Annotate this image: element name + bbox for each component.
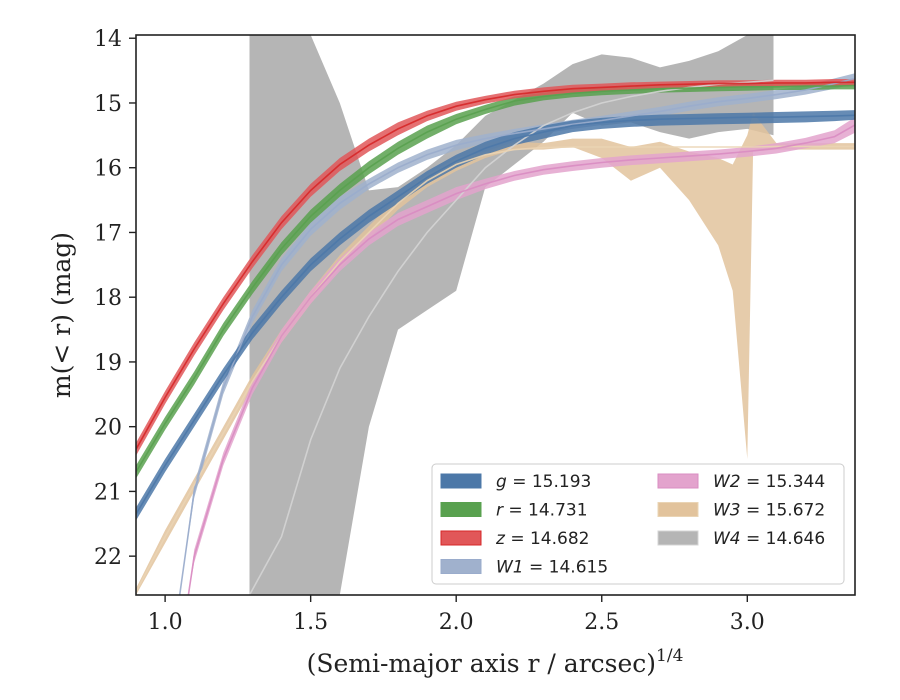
- line-r: [136, 84, 855, 473]
- legend-label-g-value: = 15.193: [507, 472, 592, 492]
- line-w1: [178, 77, 855, 595]
- legend-label-w2-name: W2: [713, 472, 741, 492]
- legend-frame: [431, 463, 845, 585]
- legend-label-r-value: = 14.731: [503, 501, 588, 521]
- legend-swatch-w4: [657, 530, 699, 546]
- series-lines: [136, 77, 855, 595]
- y-tick-label: 18: [94, 286, 122, 311]
- legend-label-w3: W3 = 15.672: [713, 501, 825, 521]
- x-axis-label: (Semi-major axis r / arcsec)1/4: [307, 646, 684, 678]
- legend-swatch-g: [440, 473, 482, 489]
- legend-label-w1: W1 = 14.615: [496, 558, 608, 578]
- legend-label-w2: W2 = 15.344: [713, 472, 825, 492]
- legend-swatch-w3: [657, 502, 699, 517]
- line-g: [136, 114, 855, 515]
- y-tick-label: 21: [94, 480, 122, 505]
- line-z: [136, 81, 855, 450]
- legend-label-g: g = 15.193: [496, 472, 591, 492]
- legend-label-w3-value: = 15.672: [741, 501, 826, 521]
- legend-label-w4-name: W4: [713, 529, 741, 549]
- legend-swatch-w2: [657, 473, 699, 489]
- y-tick-label: 17: [94, 221, 122, 246]
- line-w2: [187, 124, 855, 595]
- legend-label-r-name: r: [496, 501, 504, 521]
- x-tick-label: 2.5: [584, 610, 619, 635]
- legend-label-w3-name: W3: [713, 501, 741, 521]
- legend-swatch-z: [440, 530, 482, 546]
- legend-swatch-w1: [440, 559, 482, 574]
- y-axis-ticks: 14 15 16 17 18 19 20 21 22: [94, 27, 136, 570]
- x-tick-label: 3.0: [730, 610, 765, 635]
- legend-label-w1-name: W1: [496, 558, 524, 578]
- plot-frame: [135, 34, 856, 596]
- legend-label-w4: W4 = 14.646: [713, 529, 825, 549]
- legend-label-w1-value: = 14.615: [524, 558, 609, 578]
- x-tick-label: 2.0: [439, 610, 474, 635]
- legend-label-w2-value: = 15.344: [741, 472, 826, 492]
- y-axis-label: m(< r) (mag): [47, 232, 76, 398]
- x-axis-label-exponent: 1/4: [656, 646, 683, 666]
- y-tick-label: 20: [94, 416, 122, 441]
- line-w3: [136, 145, 855, 593]
- y-tick-label: 14: [94, 27, 122, 52]
- y-tick-label: 22: [94, 545, 122, 570]
- legend-swatch-r: [440, 502, 482, 517]
- legend-label-z-value: = 14.682: [505, 529, 590, 549]
- x-tick-label: 1.5: [293, 610, 328, 635]
- x-tick-label: 1.0: [148, 610, 183, 635]
- y-tick-label: 15: [94, 92, 122, 117]
- legend-label-g-name: g: [496, 472, 507, 492]
- x-axis-ticks: 1.0 1.5 2.0 2.5 3.0: [148, 595, 765, 635]
- legend-label-z: z = 14.682: [495, 529, 589, 549]
- legend-label-z-name: z: [495, 529, 506, 549]
- legend-label-r: r = 14.731: [496, 501, 588, 521]
- legend-label-w4-value: = 14.646: [741, 529, 826, 549]
- y-tick-label: 16: [94, 157, 122, 182]
- y-tick-label: 19: [94, 351, 122, 376]
